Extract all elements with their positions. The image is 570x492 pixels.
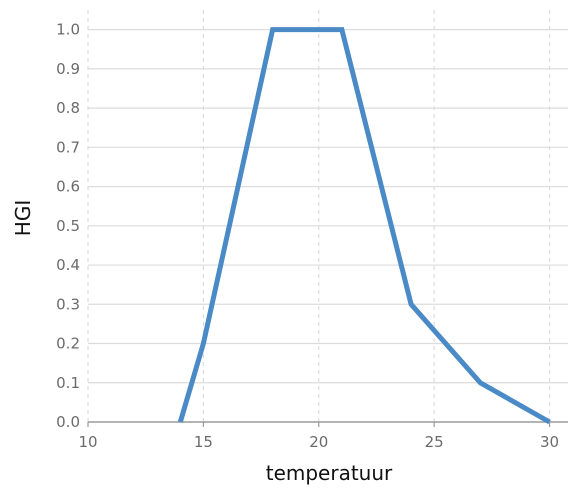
y-tick-label: 1.0 — [56, 21, 80, 39]
y-tick-label: 0.5 — [56, 217, 80, 235]
hgi-series-line — [177, 27, 551, 425]
x-tick-label: 30 — [540, 433, 559, 451]
grid-lines — [88, 10, 568, 422]
y-tick-label: 0.8 — [56, 99, 80, 117]
y-tick-label: 0.9 — [56, 60, 80, 78]
y-tick-label: 0.6 — [56, 178, 80, 196]
x-tick-label: 25 — [425, 433, 444, 451]
data-point — [547, 420, 552, 425]
tick-labels: 0.0 0.1 0.2 0.3 0.4 0.5 0.6 0.7 0.8 0.9 1.0 10 15 20 2… — [56, 21, 559, 451]
y-tick-label: 0.3 — [56, 295, 80, 313]
x-axis-title: temperatuur — [266, 461, 393, 485]
y-tick-label: 0.0 — [56, 413, 80, 431]
data-point — [478, 380, 483, 385]
y-tick-label: 0.7 — [56, 138, 80, 156]
data-point — [339, 27, 344, 32]
y-tick-label: 0.4 — [56, 256, 80, 274]
x-tick-label: 20 — [309, 433, 328, 451]
data-point — [409, 302, 414, 307]
data-point — [201, 341, 206, 346]
series — [177, 27, 552, 425]
x-tick-label: 15 — [194, 433, 213, 451]
data-point — [270, 27, 275, 32]
x-tick-label: 10 — [78, 433, 97, 451]
y-axis-title: HGI — [11, 200, 35, 236]
y-tick-label: 0.2 — [56, 335, 80, 353]
axes — [87, 10, 568, 427]
data-point — [178, 420, 183, 425]
y-tick-label: 0.1 — [56, 374, 80, 392]
